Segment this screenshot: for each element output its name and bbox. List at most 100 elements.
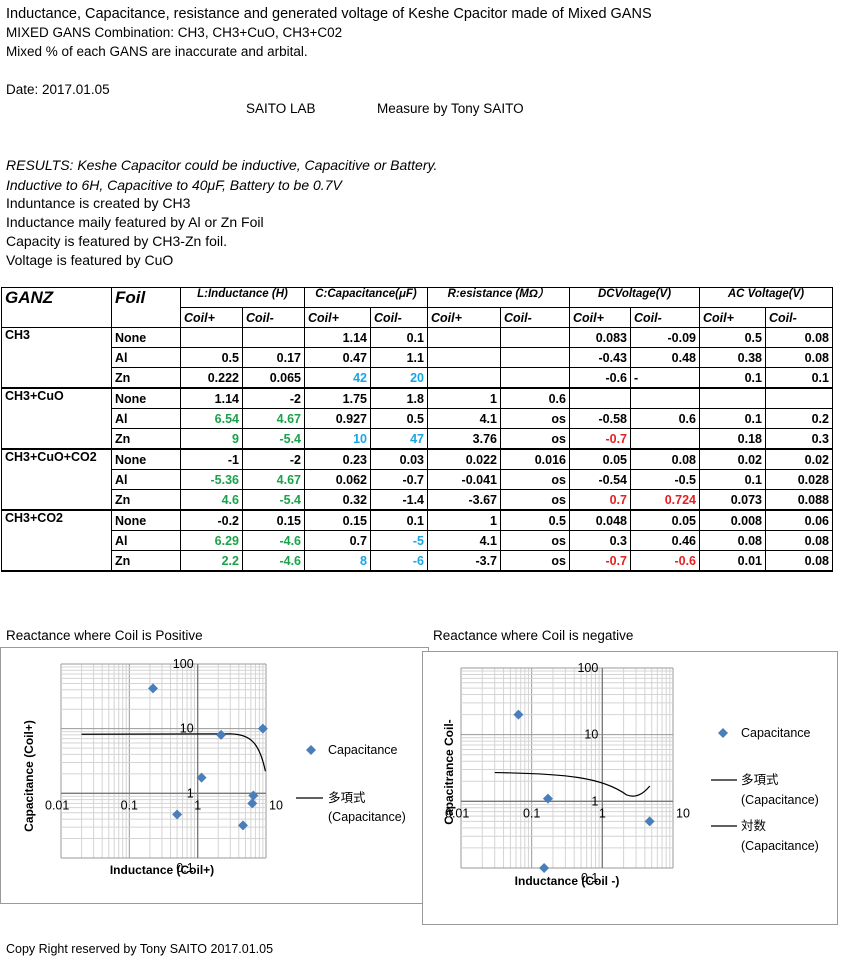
data-point xyxy=(644,816,655,827)
results-line-2: Inductive to 6H, Capacitive to 40μF, Bat… xyxy=(6,177,342,193)
value-cell: 6.54 xyxy=(180,408,243,429)
value-cell: -0.041 xyxy=(427,469,501,490)
mixed-note: Mixed % of each GANS are inaccurate and … xyxy=(6,44,308,59)
data-point xyxy=(542,793,553,804)
foil-cell: None xyxy=(111,327,181,348)
value-cell: 0.008 xyxy=(699,509,766,531)
value-cell: -4.6 xyxy=(242,530,305,551)
data-point xyxy=(248,790,259,801)
y-tick-label: 10 xyxy=(180,722,194,736)
value-cell: 0.3 xyxy=(765,428,833,450)
y-tick-label: 0.1 xyxy=(581,871,598,885)
chart-1: 0.01 0.1 1 10 100 10 1 0.1 Capacitance 多項式 (Capac… xyxy=(22,657,406,877)
legend-label-capacitance: Capacitance xyxy=(741,726,811,740)
value-cell: os xyxy=(500,489,570,511)
value-cell: 1.14 xyxy=(304,327,371,348)
legend-label-polynomial-sub: (Capacitance) xyxy=(328,810,406,824)
value-cell xyxy=(630,387,700,409)
value-cell: -1 xyxy=(180,448,243,470)
value-cell xyxy=(427,367,501,389)
legend-marker xyxy=(718,728,728,738)
data-point xyxy=(148,683,159,694)
value-cell: -0.7 xyxy=(370,469,428,490)
table-row: CH3+CuO+CO2 None -1 -2 0.23 0.03 0.022 0.016 0.0… xyxy=(1,448,833,511)
sub-coil-neg: Coil- xyxy=(765,307,833,328)
value-cell: 0.5 xyxy=(180,347,243,368)
value-cell: 47 xyxy=(370,428,428,450)
value-cell: -0.7 xyxy=(569,428,631,450)
value-cell: -0.54 xyxy=(569,469,631,490)
y-axis-label: Capacitance (Coil+) xyxy=(22,720,36,832)
value-cell: 0.48 xyxy=(630,347,700,368)
value-cell: -3.67 xyxy=(427,489,501,511)
value-cell: os xyxy=(500,550,570,572)
sub-coil-pos: Coil+ xyxy=(699,307,766,328)
value-cell: -3.7 xyxy=(427,550,501,572)
foil-cell: None xyxy=(111,509,181,531)
sub-coil-neg: Coil- xyxy=(630,307,700,328)
value-cell: -0.6 xyxy=(569,367,631,389)
value-cell: os xyxy=(500,530,570,551)
value-cell: -0.7 xyxy=(569,550,631,572)
value-cell: 0.048 xyxy=(569,509,631,531)
value-cell: 0.1 xyxy=(699,367,766,389)
sub-coil-pos: Coil+ xyxy=(427,307,501,328)
header-resistance: R:esistance (MΩ） xyxy=(427,287,570,308)
ganz-cell: CH3 xyxy=(1,327,112,389)
value-cell: 0.065 xyxy=(242,367,305,389)
value-cell: 0.062 xyxy=(304,469,371,490)
foil-cell: Zn xyxy=(111,428,181,450)
value-cell: 0.46 xyxy=(630,530,700,551)
value-cell: 0.222 xyxy=(180,367,243,389)
ganz-cell: CH3+CuO xyxy=(1,387,112,450)
y-tick-label: 10 xyxy=(584,728,598,742)
x-tick-label: 0.01 xyxy=(445,806,469,820)
data-point xyxy=(237,820,248,831)
value-cell: 0.7 xyxy=(569,489,631,511)
value-cell: -5.4 xyxy=(242,489,305,511)
table-row: Zn 9 -5.4 10 47 3.76 os -0.7 0.18 0.3 xyxy=(2,428,833,450)
value-cell: 1.8 xyxy=(370,387,428,409)
results-line-4: Inductance maily featured by Al or Zn Fo… xyxy=(6,214,264,230)
table-row: Al 6.29 -4.6 0.7 -5 4.1 os 0.3 0.46 0.08 0.08 xyxy=(2,530,833,551)
table-row: Zn 0.222 0.065 42 20 -0.6-0.1 0.1 xyxy=(2,367,833,389)
chart-2-frame: 0.01 0.1 1 10 100 10 1 0.1 Capacitance 多項式 (Capac… xyxy=(422,651,838,925)
data-point xyxy=(196,772,207,783)
trendline-polynomial xyxy=(494,771,651,797)
value-cell: 0.1 xyxy=(370,327,428,348)
value-cell: 0.7 xyxy=(304,530,371,551)
value-cell: -0.5 xyxy=(630,469,700,490)
table-row: CH3+CuO None 1.14 -2 1.75 1.8 1 0.6 xyxy=(1,387,833,450)
value-cell: 0.927 xyxy=(304,408,371,429)
y-tick-label: 100 xyxy=(173,657,194,671)
value-cell: 0.15 xyxy=(242,509,305,531)
results-line-5: Capacity is featured by CH3-Zn foil. xyxy=(6,233,227,249)
value-cell: 0.073 xyxy=(699,489,766,511)
table-row: Zn 2.2 -4.6 8 -6 -3.7 os -0.7 -0.6 0.01 0.08 xyxy=(2,550,833,572)
value-cell: -2 xyxy=(242,448,305,470)
results-line-6: Voltage is featured by CuO xyxy=(6,252,174,268)
value-cell: 0.6 xyxy=(630,408,700,429)
value-cell: 42 xyxy=(304,367,371,389)
header-ganz: GANZ xyxy=(1,287,112,328)
header-foil: Foil xyxy=(111,287,181,328)
value-cell: 0.6 xyxy=(500,387,570,409)
value-cell: 0.1 xyxy=(370,509,428,531)
y-tick-label: 100 xyxy=(577,661,598,675)
value-cell: 0.01 xyxy=(699,550,766,572)
legend-label-polynomial: 多項式 xyxy=(328,791,366,805)
table-row: CH3+CO2 None -0.2 0.15 0.15 0.1 1 0.5 0.048 0.05 0… xyxy=(1,509,833,572)
x-tick-label: 1 xyxy=(194,798,201,812)
x-tick-label: 0.01 xyxy=(45,798,69,812)
foil-cell: Zn xyxy=(111,367,181,389)
legend-label-polynomial: 多項式 xyxy=(741,773,779,787)
legend-label-log: 対数 xyxy=(741,818,767,833)
sub-coil-pos: Coil+ xyxy=(569,307,631,328)
ganz-cell: CH3+CO2 xyxy=(1,509,112,572)
header-capacitance: C:Capacitance(μF) xyxy=(304,287,428,308)
x-axis-label: Inductance (Coil -) xyxy=(515,874,620,888)
table-row: CH3 None 1.14 0.1 0.083 -0.09 0.5 0.08 xyxy=(1,327,833,389)
value-cell: -1.4 xyxy=(370,489,428,511)
value-cell: 0.17 xyxy=(242,347,305,368)
data-point xyxy=(172,809,183,820)
